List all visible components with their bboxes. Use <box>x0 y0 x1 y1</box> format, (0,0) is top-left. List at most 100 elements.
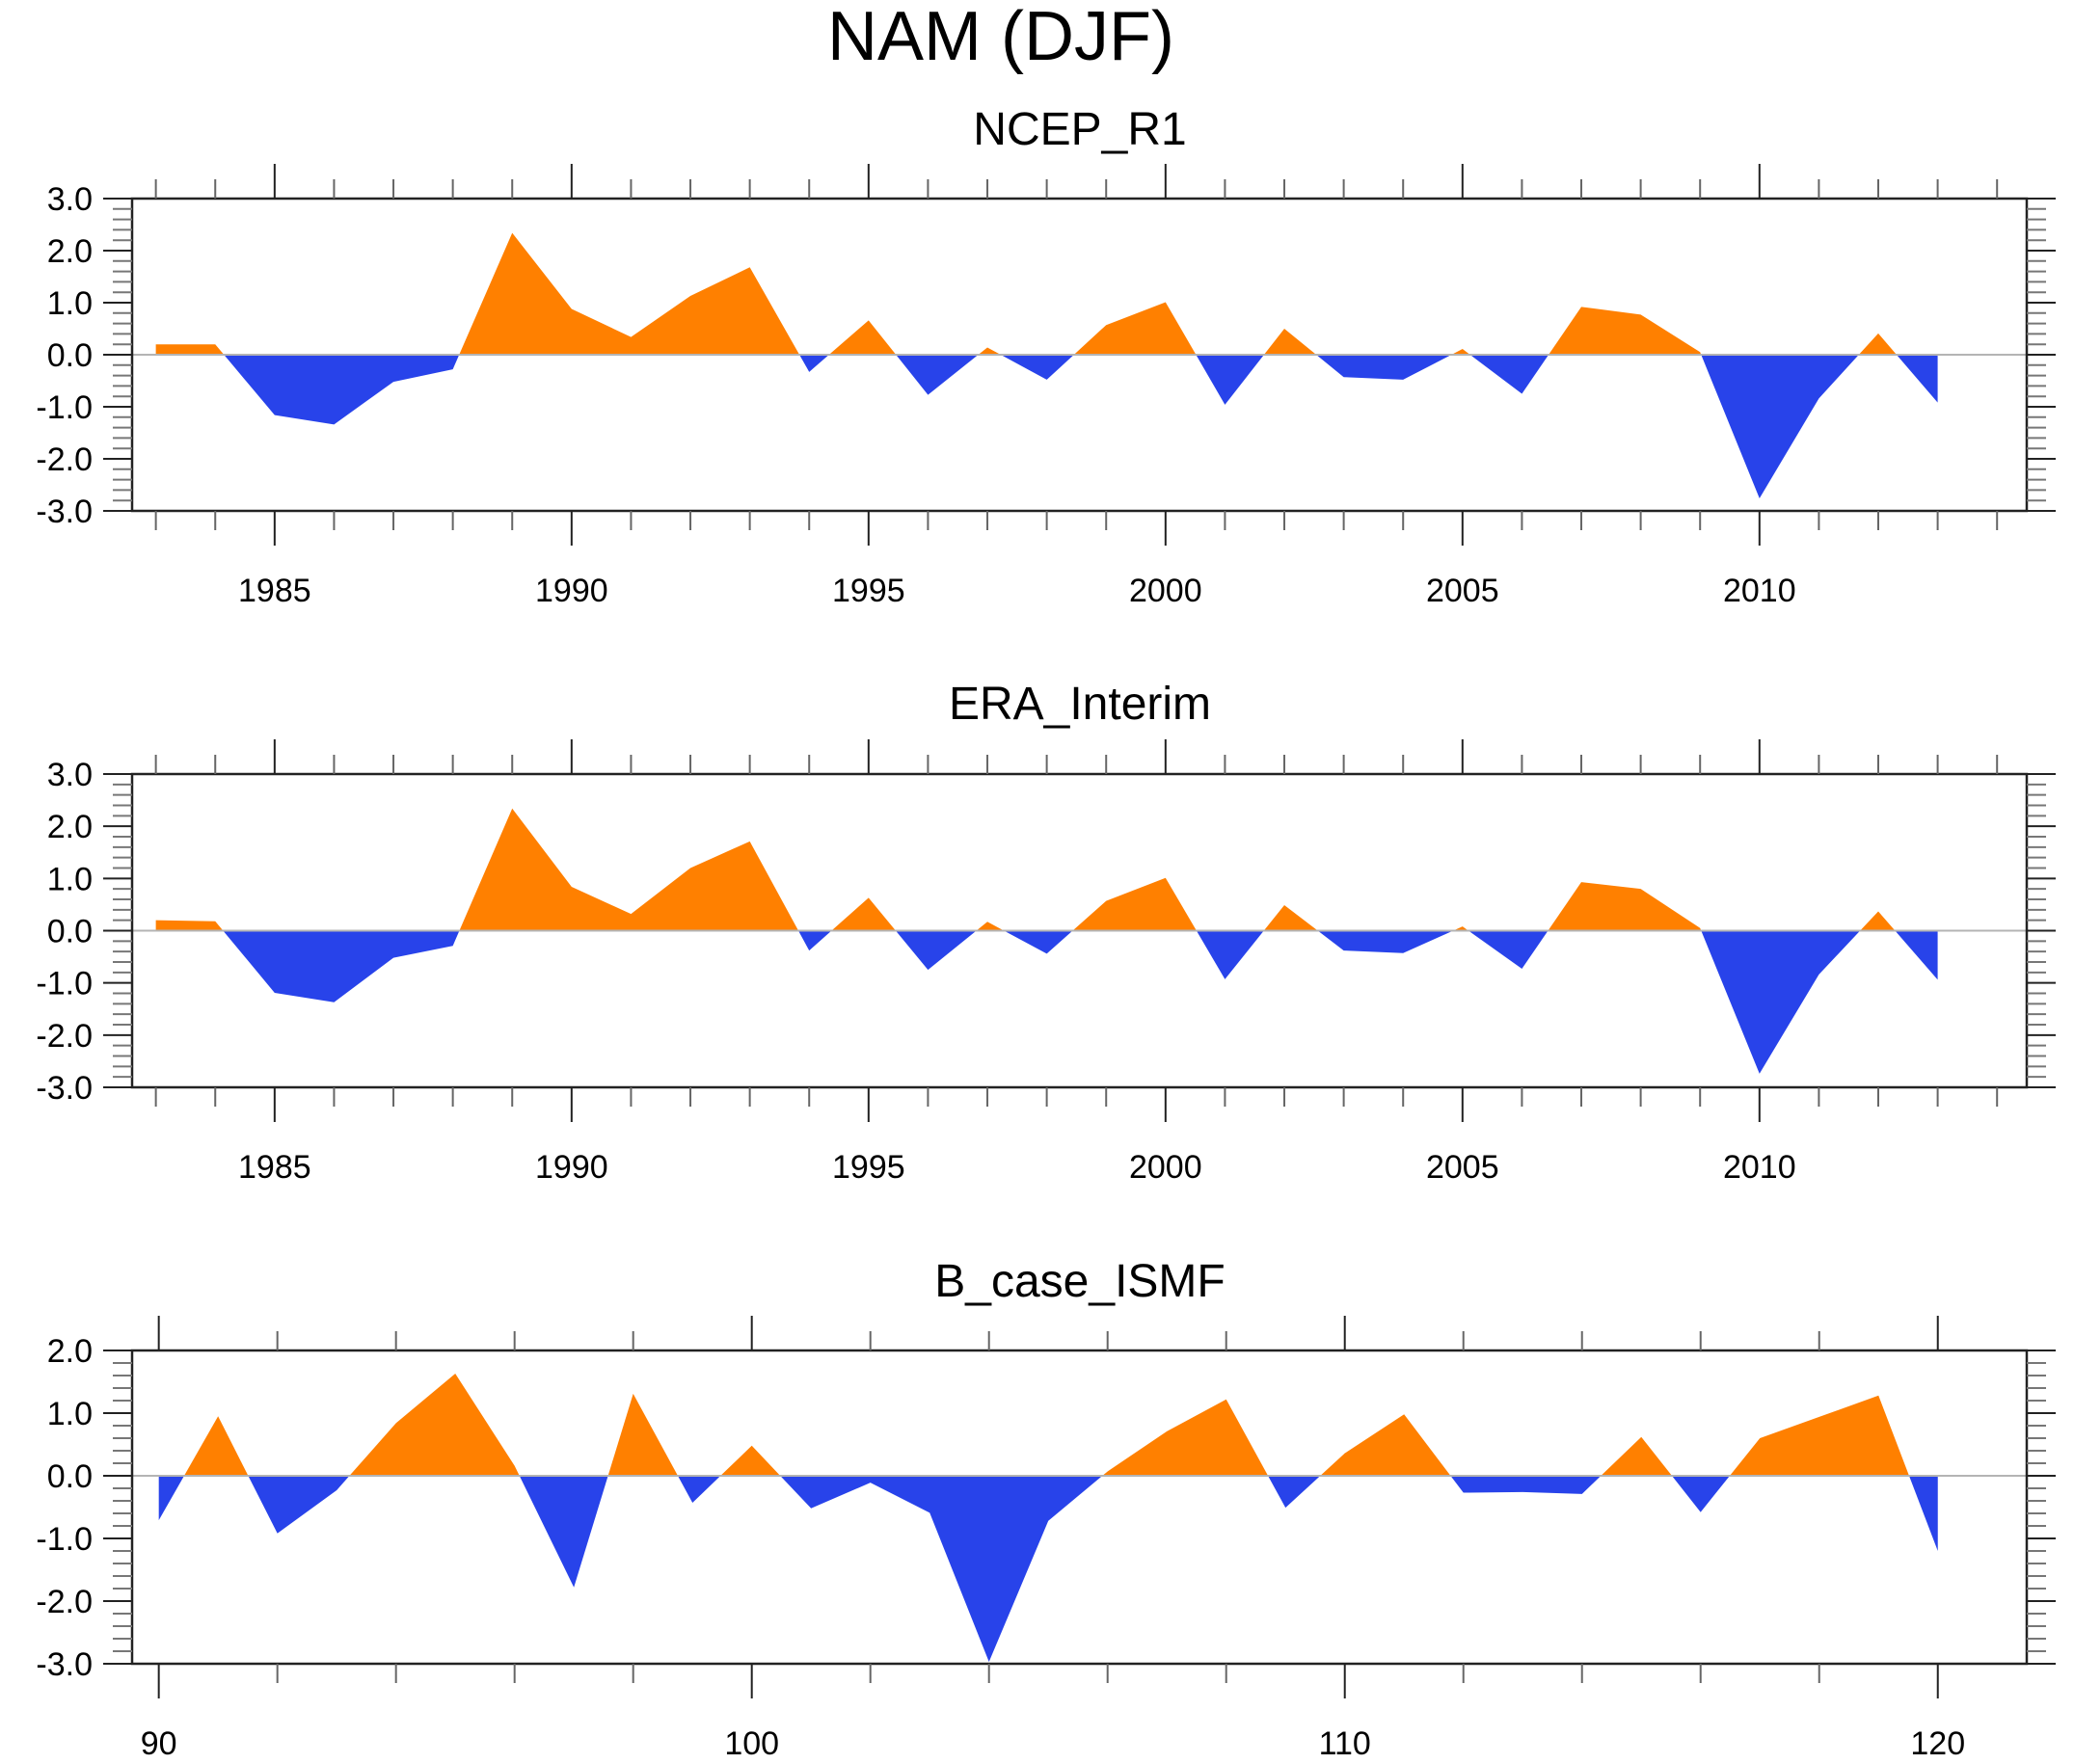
y-tick-label: 2.0 <box>47 1333 93 1370</box>
negative-area <box>1004 930 1073 954</box>
positive-area <box>1729 1395 1909 1476</box>
y-axis: 2.0 1.0 0.0 -1.0 -2.0 -3.0 <box>36 1333 2056 1683</box>
negative-area <box>895 930 977 971</box>
y-tick-label: -1.0 <box>36 1521 93 1558</box>
positive-area <box>155 920 224 931</box>
positive-area <box>831 897 896 931</box>
y-tick-label: 0.0 <box>47 914 93 950</box>
negative-area <box>1196 355 1264 405</box>
x-tick-label: 120 <box>1910 1725 1965 1762</box>
negative-area <box>1672 1476 1730 1512</box>
y-axis: 3.0 2.0 1.0 0.0 -1.0 -2.0 -3.0 <box>36 181 2056 530</box>
positive-area <box>183 1416 249 1476</box>
x-tick-label: 2005 <box>1426 1149 1499 1186</box>
y-tick-label: -2.0 <box>36 1584 93 1620</box>
negative-area <box>1701 930 1861 1074</box>
positive-area <box>1320 1414 1451 1476</box>
panel-ncep-r1: NCEP_R1 1985 1990 1995 2000 2005 2010 3.0 2.0 1.… <box>36 104 2056 609</box>
x-axis: 1985 1990 1995 2000 2005 2010 <box>154 164 1999 609</box>
y-tick-label: 2.0 <box>47 233 93 270</box>
y-tick-label: 3.0 <box>47 757 93 793</box>
y-axis: 3.0 2.0 1.0 0.0 -1.0 -2.0 -3.0 <box>36 757 2056 1107</box>
panel-title: ERA_Interim <box>949 679 1211 730</box>
positive-area <box>1548 882 1702 931</box>
positive-area <box>1860 911 1896 931</box>
negative-area <box>1701 355 1859 499</box>
y-tick-label: 3.0 <box>47 181 93 218</box>
y-tick-label: -1.0 <box>36 389 93 426</box>
negative-area <box>158 1476 184 1521</box>
area-fills <box>155 808 1938 1074</box>
panel-title: NCEP_R1 <box>973 104 1186 155</box>
x-tick-label: 1995 <box>832 573 905 609</box>
positive-area <box>1263 329 1317 355</box>
panel-b-case-ismf: B_case_ISMF 90 100 110 120 2.0 1.0 0.0 -1.0 -2.0… <box>36 1256 2056 1762</box>
y-tick-label: -3.0 <box>36 1070 93 1107</box>
x-axis: 1985 1990 1995 2000 2005 2010 <box>154 739 1999 1186</box>
x-tick-label: 110 <box>1319 1725 1371 1762</box>
negative-area <box>1468 930 1549 970</box>
positive-area <box>459 232 800 355</box>
negative-area <box>896 355 979 395</box>
plot-frame <box>130 1349 2029 1666</box>
positive-area <box>720 1445 781 1476</box>
negative-area <box>1268 1476 1321 1509</box>
x-tick-label: 2005 <box>1426 573 1499 609</box>
negative-area <box>223 930 460 1002</box>
x-tick-label: 1990 <box>535 573 608 609</box>
negative-area <box>1000 355 1074 380</box>
positive-area <box>607 1393 678 1476</box>
negative-area <box>677 1476 721 1503</box>
negative-area <box>799 355 829 372</box>
positive-area <box>155 344 225 355</box>
y-tick-label: -3.0 <box>36 494 93 530</box>
negative-area <box>519 1476 608 1588</box>
y-tick-label: -2.0 <box>36 441 93 478</box>
x-tick-label: 1995 <box>832 1149 905 1186</box>
negative-area <box>1450 1476 1602 1494</box>
positive-area <box>1453 926 1468 931</box>
positive-area <box>459 808 799 931</box>
x-tick-label: 100 <box>724 1725 779 1762</box>
positive-area <box>1072 877 1197 931</box>
positive-area <box>349 1374 520 1476</box>
negative-area <box>780 1476 1103 1663</box>
x-tick-label: 2000 <box>1129 1149 1202 1186</box>
positive-area <box>1263 904 1318 931</box>
negative-area <box>1196 930 1264 979</box>
x-tick-label: 2010 <box>1723 573 1796 609</box>
y-tick-label: 0.0 <box>47 1458 93 1495</box>
panel-era-interim: ERA_Interim 1985 1990 1995 2000 2005 2010 3.0 2… <box>36 679 2056 1186</box>
x-tick-label: 1985 <box>238 573 311 609</box>
area-fills <box>155 232 1938 499</box>
x-tick-label: 90 <box>141 1725 177 1762</box>
area-fills <box>158 1374 1938 1663</box>
y-tick-label: 2.0 <box>47 809 93 845</box>
x-tick-label: 2010 <box>1723 1149 1796 1186</box>
x-tick-label: 1990 <box>535 1149 608 1186</box>
negative-area <box>1317 930 1454 953</box>
x-axis: 90 100 110 120 <box>141 1316 1965 1762</box>
negative-area <box>1896 355 1938 403</box>
y-tick-label: 1.0 <box>47 1396 93 1432</box>
x-tick-label: 2000 <box>1129 573 1202 609</box>
positive-area <box>828 320 897 355</box>
positive-area <box>978 347 1001 355</box>
positive-area <box>1102 1399 1269 1476</box>
y-tick-label: 1.0 <box>47 285 93 322</box>
positive-area <box>1549 307 1702 355</box>
positive-area <box>1073 302 1197 355</box>
negative-area <box>1316 355 1452 380</box>
positive-area <box>1451 349 1470 355</box>
negative-area <box>1895 930 1938 980</box>
y-tick-label: 0.0 <box>47 337 93 374</box>
negative-area <box>224 355 460 425</box>
y-tick-label: -2.0 <box>36 1018 93 1055</box>
y-tick-label: 1.0 <box>47 861 93 897</box>
positive-area <box>1601 1436 1673 1476</box>
positive-area <box>976 922 1005 931</box>
negative-area <box>248 1476 350 1534</box>
x-tick-label: 1985 <box>238 1149 311 1186</box>
negative-area <box>1908 1476 1938 1551</box>
